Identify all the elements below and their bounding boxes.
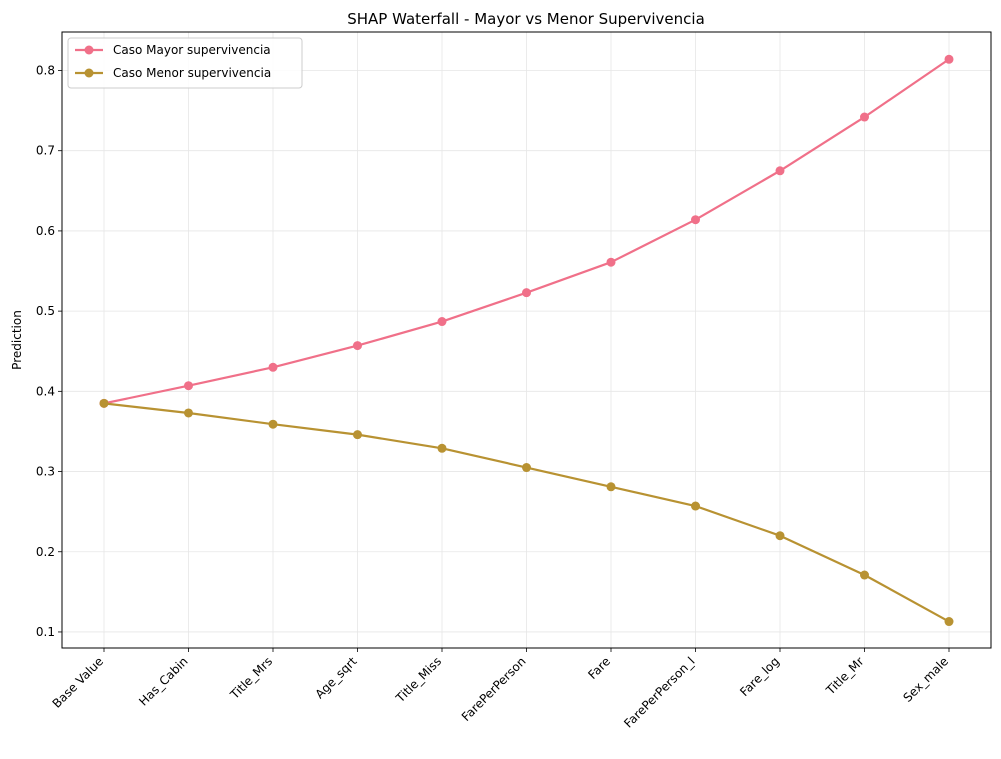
series-group [99, 54, 954, 627]
y-tick-label: 0.2 [36, 545, 55, 559]
data-point [860, 570, 869, 580]
data-point [184, 408, 193, 418]
y-tick-label: 0.5 [36, 304, 55, 318]
y-tick-label: 0.6 [36, 224, 55, 238]
data-point [606, 257, 616, 267]
legend-box [67, 37, 303, 89]
data-point [437, 443, 447, 453]
data-point [775, 166, 785, 176]
y-axis: 0.1 0.2 0.3 0.4 0.5 0.6 0.7 0.8 [36, 64, 62, 639]
data-point [99, 398, 109, 408]
data-point [775, 531, 785, 541]
legend-marker-mayor [84, 45, 94, 55]
grid [62, 32, 991, 648]
data-point [944, 54, 954, 64]
data-point [268, 362, 278, 372]
data-point [353, 341, 362, 351]
data-point [691, 215, 700, 225]
y-tick-label: 0.1 [36, 625, 55, 639]
data-point [691, 501, 700, 511]
y-tick-label: 0.8 [36, 64, 55, 78]
y-axis-label: Prediction [10, 310, 24, 370]
chart-title: SHAP Waterfall - Mayor vs Menor Superviv… [347, 10, 705, 28]
data-point [353, 430, 362, 440]
data-point [522, 463, 531, 473]
legend-label-mayor: Caso Mayor supervivencia [113, 43, 271, 57]
data-point [606, 482, 616, 492]
data-point [184, 381, 193, 391]
data-point [268, 419, 278, 429]
data-point [437, 317, 447, 327]
y-tick-label: 0.3 [36, 465, 55, 479]
y-tick-label: 0.4 [36, 384, 55, 398]
legend-marker-menor [84, 68, 94, 78]
legend: Caso Mayor supervivencia Caso Menor supe… [67, 37, 303, 89]
data-point [944, 617, 954, 627]
legend-label-menor: Caso Menor supervivencia [113, 66, 271, 80]
data-point [522, 288, 531, 298]
y-tick-label: 0.7 [36, 144, 55, 158]
data-point [860, 112, 869, 122]
